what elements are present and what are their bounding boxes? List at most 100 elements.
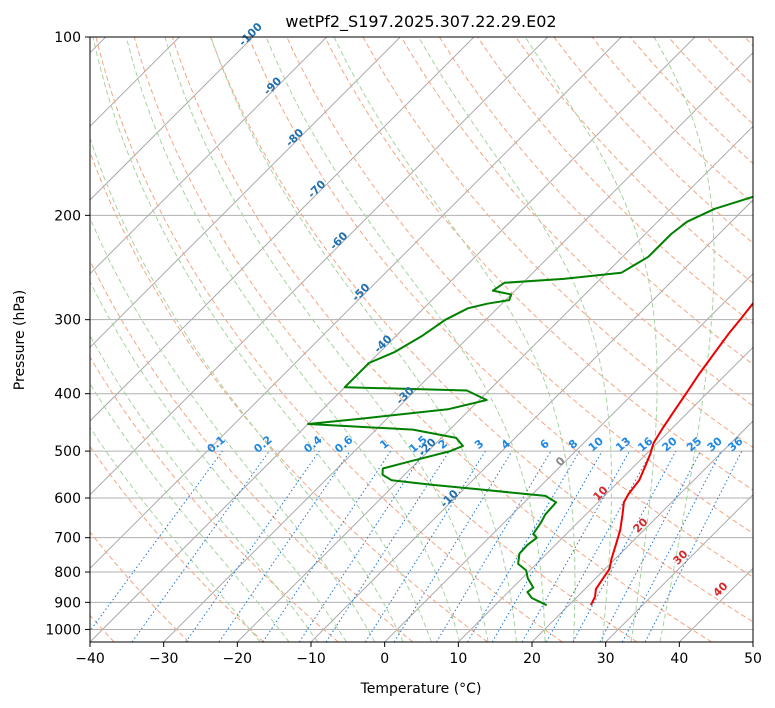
isotherm-label: -100	[236, 20, 265, 49]
mixing-ratio-line	[393, 450, 513, 642]
isotherm-label: -40	[371, 332, 394, 355]
temperature-profile-line	[590, 301, 753, 606]
y-tick-label: 300	[54, 313, 81, 329]
mixing-ratio-line	[545, 450, 653, 642]
plot-frame	[89, 36, 754, 643]
moist-adiabat-line	[90, 334, 319, 642]
moist-adiabat-line	[125, 37, 461, 642]
isotherm-line	[90, 37, 549, 496]
dry-adiabat-line	[90, 259, 414, 642]
mixing-ratio-line	[90, 450, 223, 632]
dry-adiabat-line	[171, 37, 712, 642]
x-tick-label: −10	[296, 651, 326, 667]
dry-adiabat-line	[706, 37, 753, 86]
dry-adiabat-label: 30	[671, 547, 691, 567]
x-tick-label: 40	[670, 651, 688, 667]
isotherm-label: -90	[261, 74, 284, 97]
mixing-ratio-line	[467, 450, 580, 642]
mixing-ratio-line	[185, 450, 320, 642]
x-tick-label: −40	[75, 651, 105, 667]
y-tick-label: 200	[54, 208, 81, 224]
dry-adiabat-line	[90, 445, 264, 642]
dry-adiabat-line	[400, 37, 753, 407]
dry-adiabat-line	[324, 37, 753, 491]
moist-adiabat-line	[90, 280, 347, 642]
moist-adiabat-line	[92, 37, 432, 642]
isotherm-line	[90, 37, 401, 349]
chart-title: wetPf2_S197.2025.307.22.29.E02	[285, 12, 556, 32]
mixing-ratio-line	[435, 450, 552, 642]
mixing-ratio-label: 1	[377, 437, 391, 452]
dry-adiabat-line	[95, 37, 563, 642]
isotherm-line	[236, 125, 753, 642]
isotherm-label: -50	[349, 281, 372, 304]
x-tick-label: 30	[597, 651, 615, 667]
mixing-ratio-line	[572, 450, 677, 642]
dry-adiabat-line	[90, 531, 190, 642]
x-axis-title: Temperature (°C)	[360, 681, 482, 697]
mixing-ratio-line	[491, 450, 603, 642]
isotherm-line	[90, 37, 475, 422]
x-tick-label: 0	[380, 651, 389, 667]
y-tick-label: 400	[54, 387, 81, 403]
isotherm-line	[752, 641, 753, 642]
x-tick-label: −20	[223, 651, 253, 667]
mixing-ratio-line	[131, 450, 270, 642]
moist-adiabat-line	[653, 37, 715, 642]
mixing-ratio-line	[325, 450, 450, 642]
y-axis-ticks: 100 200 300 400 500 600 700 800 900 1000	[45, 30, 90, 638]
isotherm-line	[163, 51, 753, 642]
isotherm-label: -10	[438, 487, 461, 510]
dry-adiabat-line	[248, 37, 753, 578]
isotherm-line	[457, 346, 753, 642]
y-tick-label: 700	[54, 531, 81, 547]
mixing-ratio-label: 0.6	[332, 433, 356, 456]
dry-adiabat-line	[553, 37, 753, 244]
mixing-ratio-label: 0.1	[205, 433, 228, 455]
dewpoint-profile-line	[307, 195, 753, 607]
isotherm-line	[90, 37, 254, 201]
x-tick-label: 50	[744, 651, 762, 667]
isotherm-label: -60	[327, 229, 350, 252]
moist-adiabat-line	[265, 37, 546, 642]
x-axis-ticks: −40 −30 −20 −10 0 10 20 30 40 50	[75, 642, 762, 667]
moist-adiabat-line	[418, 37, 613, 642]
dry-adiabat-line	[210, 37, 753, 623]
x-tick-label: 10	[449, 651, 467, 667]
y-tick-label: 1000	[45, 622, 81, 638]
y-tick-label: 800	[54, 565, 81, 581]
dry-adiabat-line	[744, 37, 753, 47]
dry-adiabat-label: 10	[591, 483, 611, 503]
dry-adiabat-line	[515, 37, 753, 284]
mixing-ratio-label: 0.4	[301, 433, 325, 456]
mixing-ratio-line	[621, 450, 722, 642]
mixing-ratio-line	[364, 450, 486, 642]
dry-adiabat-label: 40	[711, 579, 731, 599]
line-labels: 0.1 0.2 0.4 0.6 1 1.5 2 3 4 6 8 10 13 16 20 25 30 36-100-…	[205, 20, 746, 600]
isotherm-line	[678, 567, 753, 642]
mixing-ratio-line	[521, 450, 630, 642]
dry-adiabat-line	[362, 37, 753, 449]
dry-adiabat-line	[438, 37, 753, 366]
moist-adiabat-line	[90, 426, 261, 642]
isotherm-label: -30	[393, 384, 416, 407]
mixing-ratio-line	[218, 450, 351, 642]
mixing-ratio-label: 3	[472, 437, 486, 452]
y-tick-label: 600	[54, 491, 81, 507]
y-tick-label: 900	[54, 595, 81, 611]
mixing-ratio-label: 8	[566, 437, 580, 452]
isotherm-line	[605, 493, 753, 642]
isotherm-line	[384, 272, 753, 642]
moist-adiabat-line	[164, 37, 489, 642]
x-tick-label: −30	[149, 651, 179, 667]
isotherm-line	[531, 420, 753, 642]
moist-adiabat-line	[333, 37, 576, 642]
y-tick-label: 100	[54, 30, 81, 46]
isotherm-line	[90, 37, 622, 570]
dry-adiabat-line	[133, 37, 638, 642]
isotherm-line	[90, 37, 328, 275]
dry-adiabat-line	[90, 150, 488, 642]
moist-adiabat-line	[90, 382, 290, 642]
background-lines	[90, 37, 753, 642]
